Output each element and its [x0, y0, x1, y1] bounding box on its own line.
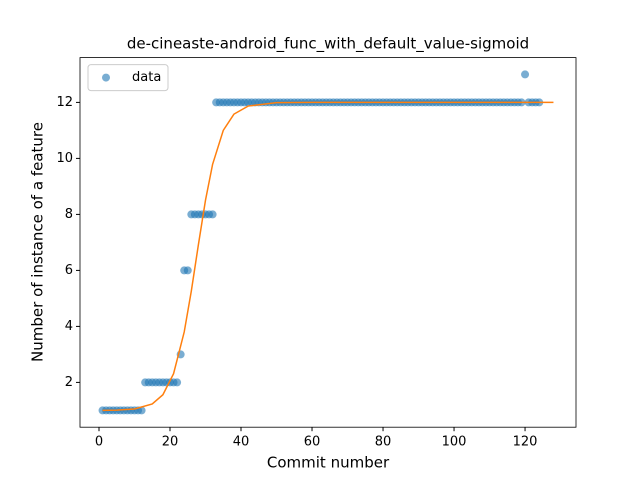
y-tick-label: 10 [56, 151, 73, 166]
legend-marker [102, 73, 110, 82]
legend-box [87, 64, 169, 92]
data-point [173, 378, 182, 387]
x-tick-label: 60 [304, 435, 321, 450]
x-tick-label: 80 [375, 435, 392, 450]
y-tick-label: 2 [65, 375, 73, 390]
x-tick-label: 40 [233, 435, 250, 450]
y-tick-label: 12 [56, 95, 73, 110]
x-tick-label: 20 [162, 435, 179, 450]
x-axis-label: Commit number [267, 454, 390, 472]
data-point [137, 406, 146, 415]
plot-frame [79, 57, 577, 428]
legend-label: data [132, 70, 161, 85]
chart-title: de-cineaste-android_func_with_default_va… [127, 35, 529, 54]
data-point [521, 70, 530, 79]
y-tick-label: 4 [65, 319, 73, 334]
y-tick-label: 8 [65, 207, 73, 222]
fit-line [102, 101, 554, 412]
data-point [208, 210, 217, 219]
x-tick-label: 120 [513, 435, 538, 450]
x-tick-label: 0 [95, 435, 103, 450]
y-axis-label: Number of instance of a feature [29, 122, 47, 362]
data-point [183, 266, 192, 275]
y-tick-label: 6 [65, 263, 73, 278]
x-tick-label: 100 [442, 435, 467, 450]
